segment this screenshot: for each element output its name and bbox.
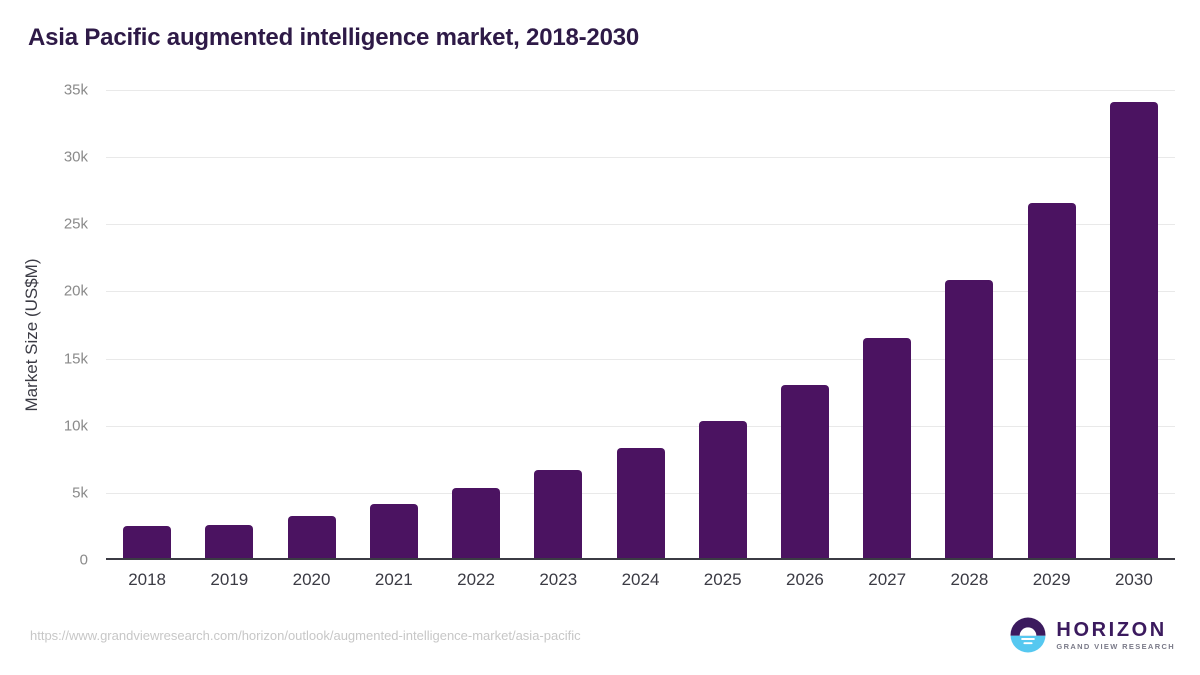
- x-tick-label-2023: 2023: [539, 570, 578, 589]
- bar-2024[interactable]: [616, 448, 665, 559]
- x-tick-label-2021: 2021: [374, 570, 413, 589]
- bar-2030[interactable]: [1109, 102, 1158, 559]
- logo-tagline: GRAND VIEW RESEARCH: [1056, 641, 1175, 651]
- x-tick-label-2030: 2030: [1114, 570, 1153, 589]
- gridline: [106, 358, 1175, 360]
- bar-2028[interactable]: [945, 279, 994, 559]
- bar-2022[interactable]: [452, 487, 501, 559]
- horizon-sun-icon: [1010, 617, 1046, 653]
- logo-text: HORIZON GRAND VIEW RESEARCH: [1056, 620, 1175, 651]
- bar-2026[interactable]: [780, 385, 829, 559]
- x-tick-label-2029: 2029: [1032, 570, 1071, 589]
- page-title: Asia Pacific augmented intelligence mark…: [28, 24, 640, 51]
- y-axis: 0 5k 10k 15k 20k 25k 30k 35k: [0, 82, 100, 569]
- y-tick-label: 20k: [63, 282, 88, 300]
- y-tick-label: 30k: [63, 148, 88, 166]
- x-tick-label-2026: 2026: [786, 570, 824, 589]
- gridline: [106, 157, 1175, 159]
- gridline: [106, 224, 1175, 226]
- gridline: [106, 90, 1175, 91]
- x-axis-line: [106, 558, 1175, 560]
- y-tick-label: 15k: [63, 350, 88, 368]
- source-url[interactable]: https://www.grandviewresearch.com/horizo…: [30, 628, 581, 643]
- gridline: [106, 291, 1175, 293]
- x-tick-label-2028: 2028: [950, 570, 989, 589]
- x-tick-label-2027: 2027: [868, 570, 907, 589]
- bar-2018[interactable]: [123, 526, 172, 559]
- x-tick-label-2022: 2022: [457, 570, 495, 589]
- x-axis: 2018 2019 2020 2021 2022 2023 2024 2025 2026 2027…: [106, 570, 1175, 598]
- x-tick-label-2018: 2018: [128, 570, 167, 589]
- bar-2027[interactable]: [863, 338, 912, 559]
- x-tick-label-2025: 2025: [703, 570, 742, 589]
- y-tick-label: 0: [79, 551, 88, 569]
- y-tick-label: 35k: [63, 81, 88, 99]
- bar-2029[interactable]: [1027, 203, 1076, 559]
- gridline: [106, 425, 1175, 427]
- bar-2021[interactable]: [369, 503, 418, 559]
- y-tick-label: 25k: [63, 215, 88, 233]
- y-tick-label: 10k: [63, 417, 88, 435]
- x-tick-label-2019: 2019: [210, 570, 249, 589]
- bar-2020[interactable]: [287, 516, 336, 559]
- horizon-logo[interactable]: HORIZON GRAND VIEW RESEARCH: [1009, 616, 1175, 654]
- bar-2019[interactable]: [205, 524, 254, 559]
- bar-2023[interactable]: [534, 470, 583, 559]
- plot-area: [106, 90, 1175, 560]
- y-tick-label: 5k: [72, 484, 88, 502]
- x-tick-label-2024: 2024: [621, 570, 660, 589]
- bar-2025[interactable]: [698, 420, 747, 559]
- y-axis-title: Market Size (US$M): [22, 258, 41, 412]
- bar-series: [106, 90, 1175, 560]
- x-tick-label-2020: 2020: [292, 570, 331, 589]
- logo-wordmark: HORIZON: [1056, 618, 1167, 641]
